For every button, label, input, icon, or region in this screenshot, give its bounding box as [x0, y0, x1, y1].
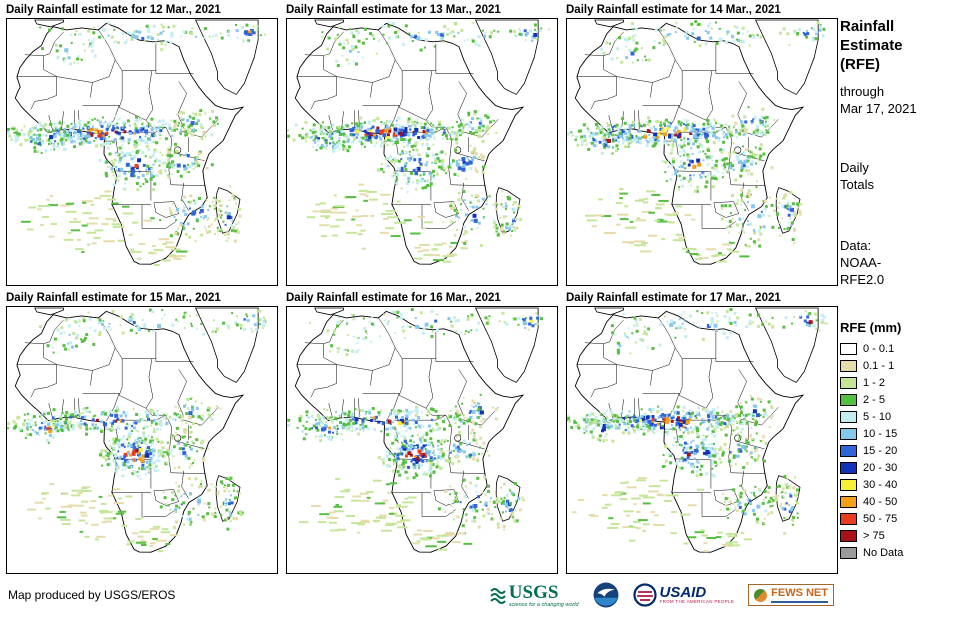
- logo-row: USGS science for a changing world: [490, 582, 834, 608]
- legend-swatch: [840, 444, 857, 457]
- legend-item: > 75: [840, 527, 963, 544]
- rain-layer: [7, 308, 267, 553]
- legend-label: > 75: [863, 529, 885, 542]
- usgs-wordmark: USGS: [508, 581, 559, 603]
- sidebar-title: Rainfall Estimate (RFE): [840, 18, 903, 73]
- legend-swatch: [840, 376, 857, 389]
- usaid-text-block: USAID FROM THE AMERICAN PEOPLE: [660, 585, 735, 605]
- legend-item: 0.1 - 1: [840, 357, 963, 374]
- rain-layer: [287, 21, 551, 263]
- legend-item: 0 - 0.1: [840, 340, 963, 357]
- map-panel: Daily Rainfall estimate for 17 Mar., 202…: [566, 291, 838, 574]
- map-panel-title: Daily Rainfall estimate for 12 Mar., 202…: [6, 4, 221, 16]
- legend-item: 2 - 5: [840, 391, 963, 408]
- rainfall-map: [286, 18, 558, 286]
- usaid-tagline: FROM THE AMERICAN PEOPLE: [659, 599, 735, 605]
- fewsnet-wordmark: FEWS NET: [771, 587, 828, 603]
- legend-item: 15 - 20: [840, 442, 963, 459]
- legend-item: No Data: [840, 544, 963, 561]
- rain-layer: [287, 308, 544, 551]
- rain-layer: [7, 21, 266, 266]
- map-panel: Daily Rainfall estimate for 14 Mar., 202…: [566, 3, 838, 286]
- legend-swatch: [840, 512, 857, 525]
- legend-label: 50 - 75: [863, 512, 898, 525]
- rainfall-map: [286, 306, 558, 574]
- sidebar: Rainfall Estimate (RFE) through Mar 17, …: [834, 0, 967, 626]
- legend-label: 0 - 0.1: [863, 342, 895, 355]
- usaid-wordmark: USAID: [659, 584, 707, 602]
- legend-swatch: [840, 461, 857, 474]
- footer: Map produced by USGS/EROS USGS science f…: [6, 576, 834, 614]
- fewsnet-globe-icon: [754, 588, 768, 602]
- map-panel-title: Daily Rainfall estimate for 14 Mar., 202…: [566, 4, 781, 16]
- map-panel-title: Daily Rainfall estimate for 17 Mar., 202…: [566, 292, 781, 304]
- sidebar-through-date: through Mar 17, 2021: [840, 84, 917, 117]
- maps-grid: Daily Rainfall estimate for 12 Mar., 202…: [6, 3, 838, 574]
- rain-layer: [567, 20, 826, 263]
- legend-label: 0.1 - 1: [863, 359, 895, 372]
- legend-label: 30 - 40: [863, 478, 898, 491]
- legend-label: 2 - 5: [863, 393, 886, 406]
- legend-swatch: [840, 393, 857, 406]
- legend-item: 20 - 30: [840, 459, 963, 476]
- legend-item: 40 - 50: [840, 493, 963, 510]
- map-panel-title: Daily Rainfall estimate for 13 Mar., 202…: [286, 4, 501, 16]
- maps-area: Daily Rainfall estimate for 12 Mar., 202…: [6, 3, 838, 614]
- legend-label: 15 - 20: [863, 444, 898, 457]
- legend-swatch: [840, 410, 857, 423]
- legend-label: 1 - 2: [863, 376, 886, 389]
- map-panel: Daily Rainfall estimate for 15 Mar., 202…: [6, 291, 278, 574]
- rain-layer: [567, 307, 828, 553]
- legend-item: 5 - 10: [840, 408, 963, 425]
- legend-label: 5 - 10: [863, 410, 892, 423]
- basemap: [294, 307, 539, 553]
- legend-title: RFE (mm): [840, 320, 902, 336]
- legend-label: 10 - 15: [863, 427, 898, 440]
- legend-item: 30 - 40: [840, 476, 963, 493]
- legend-swatch: [840, 478, 857, 491]
- map-panel: Daily Rainfall estimate for 16 Mar., 202…: [286, 291, 558, 574]
- usgs-text-block: USGS science for a changing world: [509, 583, 579, 608]
- rainfall-map: [566, 306, 838, 574]
- noaa-logo: [593, 582, 618, 608]
- legend-swatch: [840, 529, 857, 542]
- legend-swatch: [840, 546, 857, 559]
- legend: RFE (mm) 0 - 0.1 0.1 - 1 1 - 2 2 - 5 5 - 10 1…: [840, 320, 963, 561]
- legend-swatch: [840, 342, 857, 355]
- legend-item: 10 - 15: [840, 425, 963, 442]
- usgs-wave-icon: [490, 588, 506, 604]
- usaid-logo: USAID FROM THE AMERICAN PEOPLE: [632, 583, 735, 607]
- legend-label: No Data: [863, 546, 904, 559]
- rainfall-map: [566, 18, 838, 286]
- rainfall-map: [6, 18, 278, 286]
- usgs-logo: USGS science for a changing world: [490, 583, 579, 608]
- legend-swatch: [840, 427, 857, 440]
- usgs-tagline: science for a changing world: [508, 601, 579, 608]
- map-panel-title: Daily Rainfall estimate for 16 Mar., 202…: [286, 292, 501, 304]
- legend-item: 50 - 75: [840, 510, 963, 527]
- map-panel-title: Daily Rainfall estimate for 15 Mar., 202…: [6, 292, 221, 304]
- sidebar-data-source: Data: NOAA- RFE2.0: [840, 237, 885, 287]
- usaid-seal-icon: [632, 583, 657, 607]
- legend-swatch: [840, 495, 857, 508]
- credit-text: Map produced by USGS/EROS: [8, 588, 176, 602]
- legend-item: 1 - 2: [840, 374, 963, 391]
- fewsnet-logo: FEWS NET: [748, 584, 834, 606]
- rainfall-map: [6, 306, 278, 574]
- legend-swatch: [840, 359, 857, 372]
- map-panel: Daily Rainfall estimate for 13 Mar., 202…: [286, 3, 558, 286]
- sidebar-period: Daily Totals: [840, 160, 874, 192]
- legend-rows: 0 - 0.1 0.1 - 1 1 - 2 2 - 5 5 - 10 10 - 15 15 …: [840, 340, 963, 561]
- legend-label: 40 - 50: [863, 495, 898, 508]
- map-panel: Daily Rainfall estimate for 12 Mar., 202…: [6, 3, 278, 286]
- legend-label: 20 - 30: [863, 461, 898, 474]
